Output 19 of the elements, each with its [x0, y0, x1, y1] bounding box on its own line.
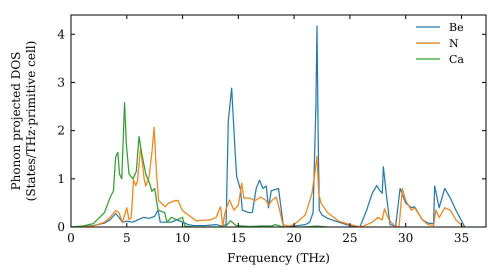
x-axis-title: Frequency (THz) [227, 251, 330, 265]
x-tick-label: 15 [230, 231, 246, 245]
x-tick-label: 0 [67, 231, 75, 245]
x-tick-label: 5 [122, 231, 131, 245]
y-axis-title: Phonon projected DOS (States/THz·primitive cell) [9, 40, 38, 202]
y-tick-label: 0 [57, 220, 65, 234]
y-tick-label: 1 [57, 172, 65, 186]
line-series [71, 102, 328, 227]
y-tick-label: 2 [57, 124, 65, 138]
legend-label: Be [449, 21, 464, 34]
legend-label: Ca [449, 53, 464, 66]
x-tick-label: 30 [398, 231, 414, 245]
x-tick-label: 10 [174, 231, 190, 245]
legend-label: N [449, 37, 459, 50]
y-tick-label: 3 [57, 75, 65, 90]
x-tick-label: 35 [454, 231, 470, 245]
x-tick-label: 20 [286, 231, 302, 245]
y-tick-label: 4 [57, 27, 66, 42]
x-tick-label: 25 [342, 231, 358, 245]
